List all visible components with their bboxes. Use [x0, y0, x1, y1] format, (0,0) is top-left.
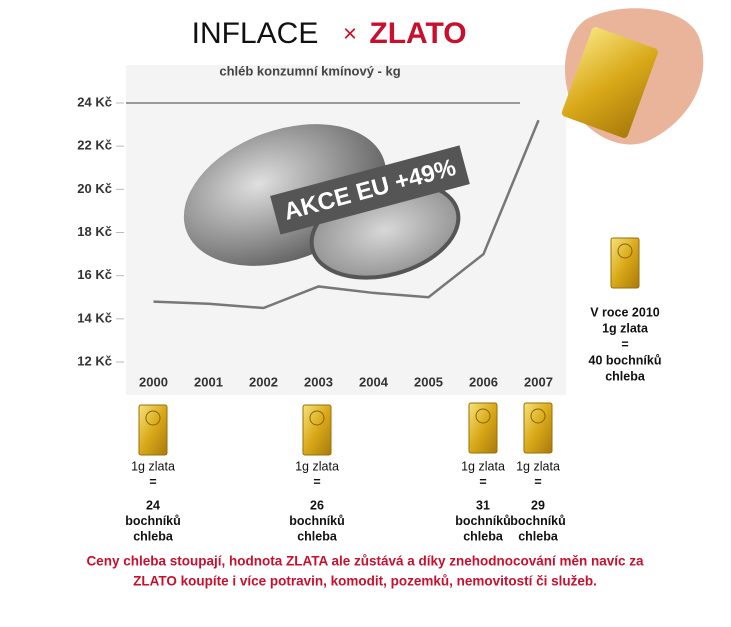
annotation-bg [270, 145, 470, 235]
gold-caption: V roce 2010 [590, 305, 660, 319]
gold-bar-emblem [309, 410, 325, 426]
gold-caption: 24 [146, 498, 160, 512]
footer-text: Ceny chleba stoupají, hodnota ZLATA ale … [86, 554, 644, 569]
subtitle: chléb konzumní kmínový - kg [219, 63, 400, 78]
gold-caption: chleba [605, 369, 646, 383]
gold-caption: bochníků [289, 514, 345, 528]
gold-caption: 31 [476, 498, 490, 512]
gold-bar-emblem [617, 243, 633, 259]
gold-bar [610, 237, 640, 289]
gold-bar [468, 402, 498, 454]
gold-caption: = [479, 475, 486, 489]
gold-caption: chleba [133, 529, 174, 543]
gold-bar [138, 404, 168, 456]
gold-bar [302, 404, 332, 456]
y-tick-label: 16 Kč [77, 267, 112, 282]
y-tick-label: 22 Kč [77, 138, 112, 153]
gold-caption: 1g zlata [602, 321, 649, 335]
title: INFLACE [192, 17, 319, 50]
y-tick-label: 18 Kč [77, 224, 112, 239]
title-gold: ZLATO [369, 17, 466, 50]
gold-caption: bochníků [455, 514, 511, 528]
y-tick-label: 14 Kč [77, 310, 112, 325]
x-tick-label: 2003 [304, 374, 333, 389]
gold-caption: 26 [310, 498, 324, 512]
gold-caption: = [534, 475, 541, 489]
gold-caption: = [149, 475, 156, 489]
gold-caption: bochníků [510, 514, 566, 528]
x-tick-label: 2004 [359, 374, 389, 389]
gold-bar-emblem [530, 408, 546, 424]
gold-bar-emblem [145, 410, 161, 426]
x-tick-label: 2002 [249, 374, 278, 389]
gold-caption: 29 [531, 498, 545, 512]
x-tick-label: 2006 [469, 374, 498, 389]
gold-bar [523, 402, 553, 454]
x-tick-label: 2007 [524, 374, 553, 389]
gold-caption: = [621, 337, 628, 351]
x-tick-label: 2005 [414, 374, 443, 389]
y-tick-label: 24 Kč [77, 94, 112, 109]
gold-bar-emblem [475, 408, 491, 424]
gold-caption: 1g zlata [295, 459, 339, 473]
gold-caption: 1g zlata [461, 459, 505, 473]
gold-caption: chleba [463, 529, 504, 543]
gold-caption: bochníků [125, 514, 181, 528]
gold-caption: 40 bochníků [589, 353, 662, 367]
x-tick-label: 2000 [139, 374, 168, 389]
gold-caption: = [313, 475, 320, 489]
gold-caption: 1g zlata [131, 459, 175, 473]
gold-caption: chleba [518, 529, 559, 543]
y-tick-label: 20 Kč [77, 181, 112, 196]
hand [561, 8, 704, 145]
x-tick-label: 2001 [194, 374, 223, 389]
line-series [153, 119, 540, 310]
title-symbol: × [343, 20, 357, 47]
y-tick-label: 12 Kč [77, 353, 112, 368]
gold-caption: chleba [297, 529, 338, 543]
gold-caption: 1g zlata [516, 459, 560, 473]
footer-text: ZLATO koupíte i více potravin, komodit, … [133, 574, 597, 589]
